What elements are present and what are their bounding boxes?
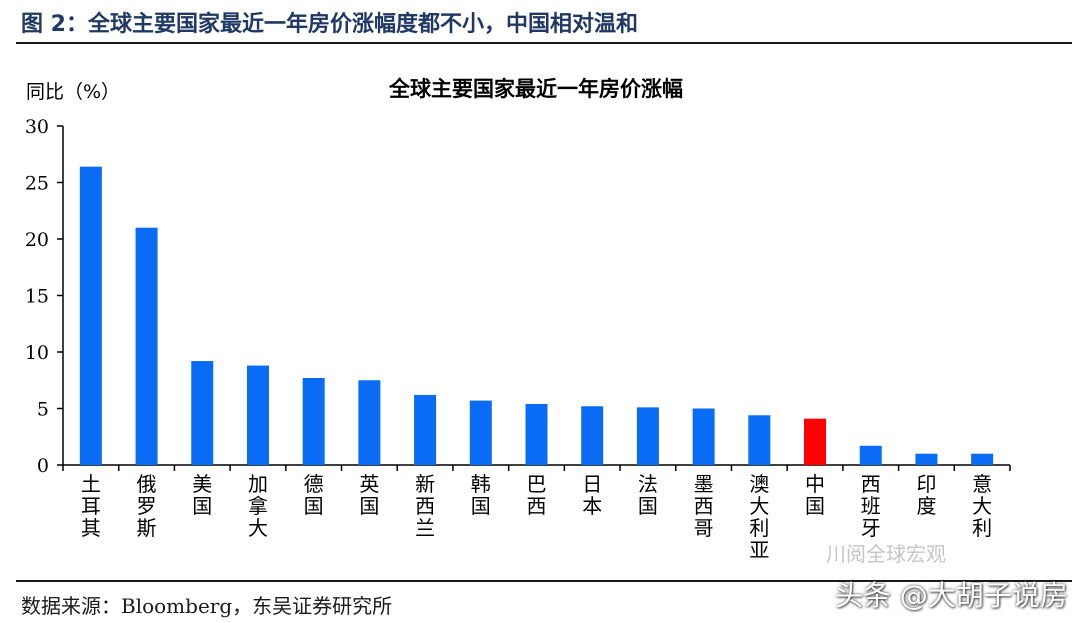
bars	[79, 166, 994, 465]
bar	[915, 453, 938, 465]
x-tick-label: 意大利	[972, 472, 992, 540]
toutiao-watermark: 头条 @大胡子说房	[835, 579, 1068, 612]
source-note: 数据来源：Bloomberg，东吴证券研究所	[21, 594, 393, 618]
x-tick-label: 英国	[359, 472, 379, 518]
bar	[692, 408, 715, 465]
x-tick-label: 墨西哥	[694, 472, 714, 540]
x-tick-label: 印度	[916, 472, 936, 518]
y-tick-label: 30	[25, 116, 49, 138]
bar	[302, 377, 325, 465]
figure-header: 图 2：全球主要国家最近一年房价涨幅度都不小，中国相对温和	[0, 0, 1080, 46]
y-tick-label: 20	[25, 229, 49, 251]
bar	[469, 400, 492, 465]
bar	[525, 403, 548, 465]
bar	[246, 365, 269, 465]
bar	[804, 418, 827, 465]
bar	[636, 407, 659, 465]
x-tick-label: 澳大利亚	[749, 472, 769, 562]
x-tick-label: 中国	[805, 472, 825, 518]
x-tick-label: 德国	[304, 472, 324, 518]
wechat-watermark: 川阅全球宏观	[826, 542, 946, 566]
x-tick-label: 土耳其	[81, 472, 101, 540]
x-tick-label: 美国	[192, 472, 212, 518]
bar	[358, 380, 381, 465]
header-rule	[16, 42, 1072, 44]
bar	[191, 361, 214, 465]
x-tick-label: 日本	[582, 472, 602, 518]
x-tick-label: 巴西	[527, 472, 547, 518]
chart-title: 全球主要国家最近一年房价涨幅	[388, 77, 683, 101]
y-tick-label: 10	[25, 342, 49, 364]
bar-chart: 全球主要国家最近一年房价涨幅 同比（%） 0 5 10 15 20 25 30 土耳其 俄罗斯…	[25, 77, 1011, 562]
bar	[414, 394, 437, 465]
axes: 0 5 10 15 20 25 30	[25, 116, 1011, 477]
x-tick-label: 加拿大	[248, 472, 268, 540]
y-tick-label: 25	[25, 173, 49, 195]
bar	[748, 415, 771, 465]
y-tick-label: 5	[37, 399, 49, 421]
x-tick-label: 韩国	[471, 472, 491, 518]
y-axis-label: 同比（%）	[26, 81, 120, 103]
bar	[581, 406, 604, 465]
y-tick-label: 15	[25, 286, 49, 308]
bar	[135, 227, 158, 465]
bar	[971, 453, 994, 465]
x-tick-label: 西班牙	[861, 472, 881, 540]
bar	[859, 445, 882, 465]
x-tick-label: 俄罗斯	[137, 472, 157, 540]
y-tick-label: 0	[37, 455, 49, 477]
bar	[79, 166, 102, 465]
x-tick-label: 新西兰	[415, 472, 435, 540]
figure-title: 图 2：全球主要国家最近一年房价涨幅度都不小，中国相对温和	[21, 12, 638, 37]
footer-rule	[16, 580, 1072, 582]
x-tick-label: 法国	[638, 472, 658, 518]
